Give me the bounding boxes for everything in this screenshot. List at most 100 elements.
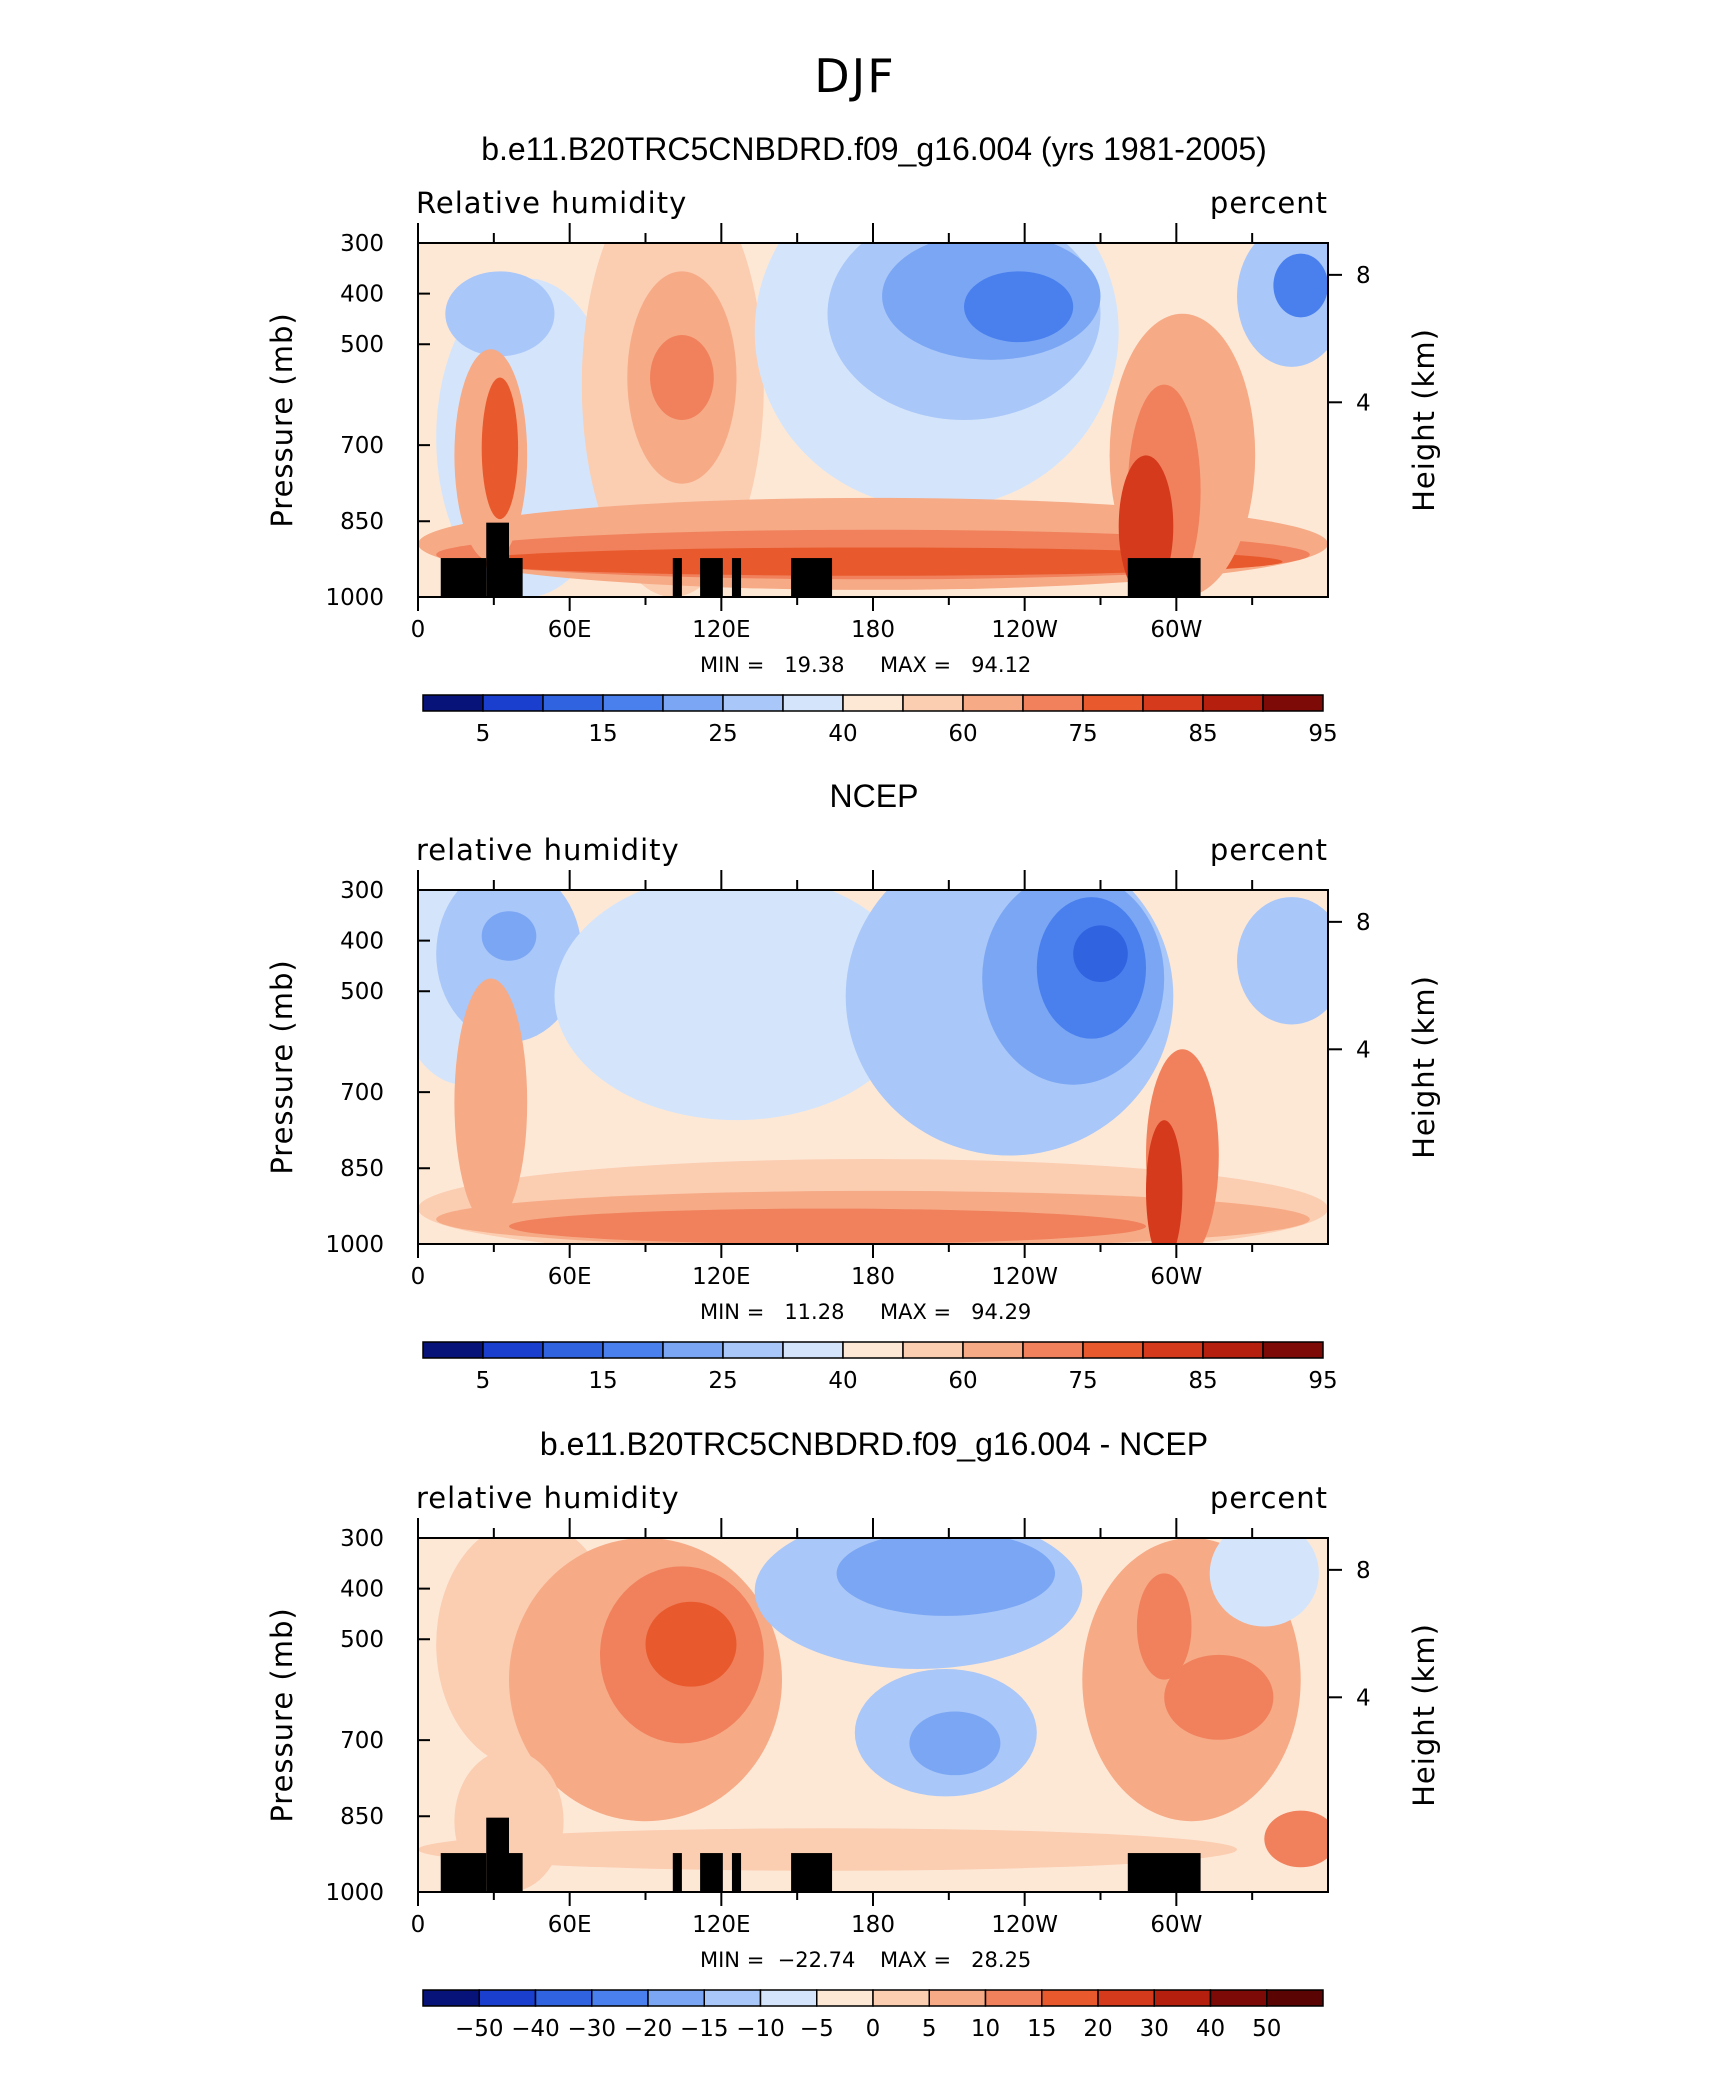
panel-3: b.e11.B20TRC5CNBDRD.f09_g16.004 - NCEP re… xyxy=(265,1426,1441,2042)
colorbar-swatch xyxy=(1142,1341,1204,1359)
colorbar-swatch xyxy=(662,694,724,712)
terrain-mask xyxy=(440,558,487,597)
contour-region xyxy=(463,547,1283,576)
y-right-tick-label: 4 xyxy=(1356,390,1371,416)
terrain-mask xyxy=(440,1853,487,1892)
y-tick-label: 300 xyxy=(340,878,384,904)
y-tick-label: 500 xyxy=(340,979,384,1005)
y-tick-label: 400 xyxy=(340,929,384,955)
contour-region xyxy=(1209,1538,1319,1627)
y-tick-label: 300 xyxy=(340,231,384,257)
colorbar-swatch xyxy=(1082,1341,1144,1359)
min-value: MIN = 11.28 xyxy=(700,1300,844,1324)
y-right-axis-label: Height (km) xyxy=(1407,1623,1441,1807)
colorbar-swatch xyxy=(782,694,844,712)
colorbar-swatch xyxy=(722,694,784,712)
colorbar-label: 5 xyxy=(922,2016,937,2042)
terrain-mask xyxy=(1127,1853,1201,1892)
left-string: relative humidity xyxy=(416,1481,680,1515)
y-tick-label: 1000 xyxy=(325,585,384,611)
contour-region xyxy=(481,911,537,961)
colorbar-swatch xyxy=(759,1989,818,2007)
contour-region xyxy=(1264,1810,1328,1868)
colorbar-label: 5 xyxy=(476,721,491,747)
x-tick-label: 60W xyxy=(1150,617,1202,643)
max-value: MAX = 94.12 xyxy=(880,653,1031,677)
panel-title: b.e11.B20TRC5CNBDRD.f09_g16.004 (yrs 198… xyxy=(481,131,1267,167)
colorbar-label: 95 xyxy=(1308,721,1337,747)
terrain-mask xyxy=(731,1853,742,1892)
y-tick-label: 700 xyxy=(340,1728,384,1754)
x-tick-label: 0 xyxy=(411,617,426,643)
panel-title: b.e11.B20TRC5CNBDRD.f09_g16.004 - NCEP xyxy=(540,1426,1208,1462)
colorbar-label: 75 xyxy=(1068,721,1097,747)
terrain-mask xyxy=(509,558,523,597)
colorbar-label: 15 xyxy=(588,721,617,747)
y-tick-label: 850 xyxy=(340,1804,384,1830)
x-tick-label: 60W xyxy=(1150,1264,1202,1290)
colorbar-swatch xyxy=(1153,1989,1212,2007)
y-axis-label: Pressure (mb) xyxy=(265,1607,299,1822)
colorbar-swatch xyxy=(1082,694,1144,712)
contour-region xyxy=(1136,1573,1192,1680)
right-string: percent xyxy=(1210,186,1328,220)
left-string: Relative humidity xyxy=(416,186,687,220)
y-tick-label: 850 xyxy=(340,509,384,535)
colorbar-swatch xyxy=(902,694,964,712)
x-tick-label: 60W xyxy=(1150,1912,1202,1938)
min-value: MIN = 19.38 xyxy=(700,653,844,677)
y-tick-label: 400 xyxy=(340,1577,384,1603)
contour-region xyxy=(554,890,919,1121)
contour-region xyxy=(650,335,714,420)
x-tick-label: 60E xyxy=(548,1912,592,1938)
max-value: MAX = 28.25 xyxy=(880,1948,1031,1972)
terrain-mask xyxy=(486,1817,509,1892)
colorbar-swatch xyxy=(478,1989,537,2007)
colorbar-swatch xyxy=(962,1341,1024,1359)
x-tick-label: 0 xyxy=(411,1912,426,1938)
colorbar-swatch xyxy=(422,1341,484,1359)
y-right-tick-label: 8 xyxy=(1356,1558,1371,1584)
contour-region xyxy=(454,978,528,1227)
colorbar-swatch xyxy=(591,1989,649,2007)
colorbar-swatch xyxy=(422,1989,480,2007)
right-string: percent xyxy=(1210,833,1328,867)
colorbar-swatch xyxy=(722,1341,784,1359)
panel-1: b.e11.B20TRC5CNBDRD.f09_g16.004 (yrs 198… xyxy=(265,131,1441,747)
y-tick-label: 1000 xyxy=(325,1232,384,1258)
colorbar-swatch xyxy=(703,1989,762,2007)
colorbar-swatch xyxy=(422,694,484,712)
colorbar-label: 95 xyxy=(1308,1368,1337,1394)
colorbar-swatch xyxy=(842,694,904,712)
contour-region xyxy=(1164,1654,1274,1740)
colorbar-label: −5 xyxy=(800,2016,834,2042)
colorbar-swatch xyxy=(602,1341,664,1359)
y-right-tick-label: 4 xyxy=(1356,1037,1371,1063)
colorbar-label: 20 xyxy=(1083,2016,1112,2042)
x-tick-label: 180 xyxy=(851,1912,895,1938)
y-right-tick-label: 8 xyxy=(1356,910,1371,936)
x-tick-label: 120W xyxy=(991,617,1058,643)
terrain-mask xyxy=(700,558,723,597)
colorbar-label: 85 xyxy=(1188,1368,1217,1394)
colorbar-swatch xyxy=(782,1341,844,1359)
terrain-mask xyxy=(731,558,742,597)
terrain-mask xyxy=(672,558,682,597)
colorbar-swatch xyxy=(902,1341,964,1359)
colorbar-swatch xyxy=(1142,694,1204,712)
colorbar-swatch xyxy=(647,1989,705,2007)
colorbar-swatch xyxy=(602,694,664,712)
contour-region xyxy=(1146,1120,1183,1244)
x-tick-label: 60E xyxy=(548,617,592,643)
terrain-mask xyxy=(486,522,509,597)
x-tick-label: 120E xyxy=(692,617,750,643)
contour-region xyxy=(445,271,555,357)
y-right-tick-label: 4 xyxy=(1356,1685,1371,1711)
colorbar-label: 60 xyxy=(948,721,977,747)
x-tick-label: 120W xyxy=(991,1264,1058,1290)
terrain-mask xyxy=(509,1853,523,1892)
colorbar-swatch xyxy=(928,1989,987,2007)
colorbar-label: 75 xyxy=(1068,1368,1097,1394)
colorbar-swatch xyxy=(842,1341,904,1359)
